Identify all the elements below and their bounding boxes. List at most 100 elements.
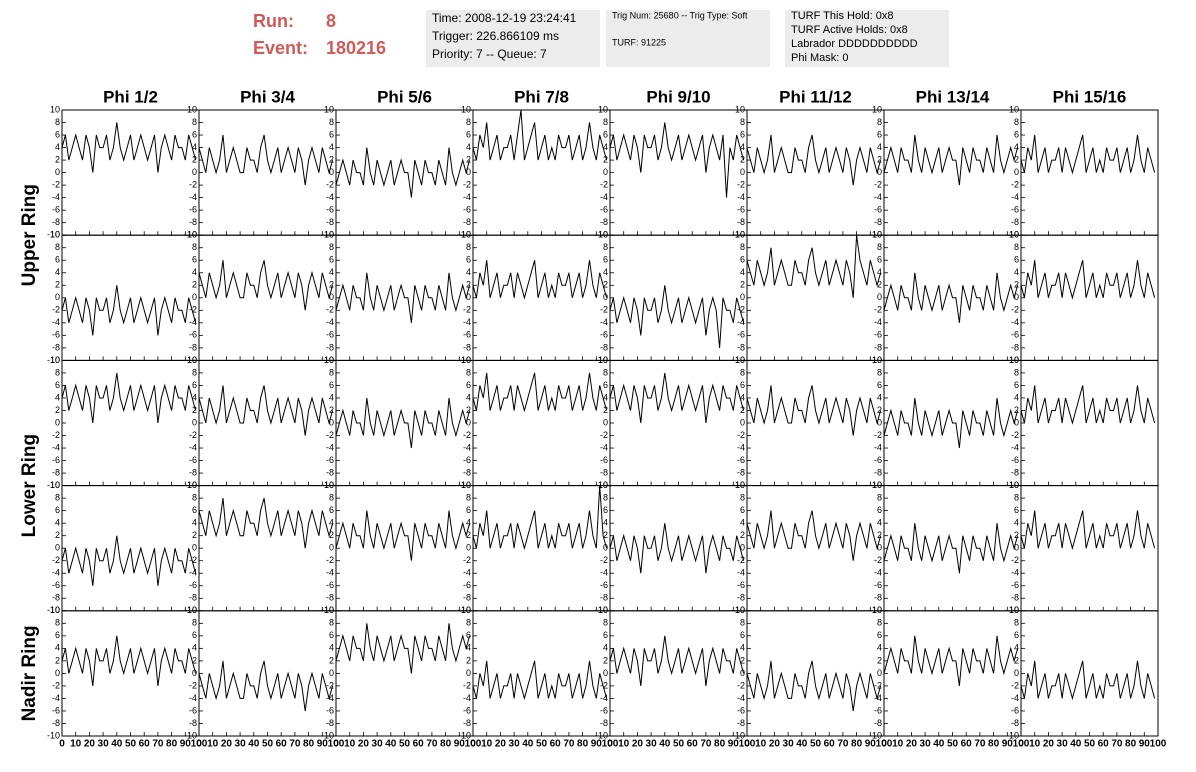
y-tick-label: -8 — [326, 342, 334, 352]
y-tick-label: -2 — [52, 179, 60, 189]
y-tick-label: -2 — [463, 555, 471, 565]
y-tick-label: -6 — [189, 705, 197, 715]
y-tick-label: -4 — [52, 317, 60, 327]
column-title: Phi 5/6 — [377, 87, 432, 106]
waveform — [472, 372, 608, 413]
y-tick-label: 4 — [603, 267, 608, 277]
y-tick-label: 10 — [50, 605, 60, 615]
y-tick-label: 0 — [740, 292, 745, 302]
y-tick-label: 4 — [466, 267, 471, 277]
y-tick-label: -4 — [52, 693, 60, 703]
y-tick-label: -10 — [732, 355, 745, 365]
y-tick-label: 6 — [466, 255, 471, 265]
x-tick-label: 60 — [687, 739, 699, 750]
y-tick-label: 0 — [466, 417, 471, 427]
y-tick-label: 6 — [877, 255, 882, 265]
y-tick-label: 8 — [877, 492, 882, 502]
y-tick-label: -6 — [874, 705, 882, 715]
y-tick-label: 4 — [466, 643, 471, 653]
y-tick-label: 10 — [735, 480, 745, 490]
y-tick-label: -6 — [52, 705, 60, 715]
y-tick-label: 8 — [329, 117, 334, 127]
y-tick-label: 2 — [740, 280, 745, 290]
y-tick-label: 6 — [603, 630, 608, 640]
y-tick-label: 4 — [192, 142, 197, 152]
y-tick-label: 6 — [329, 630, 334, 640]
y-tick-label: 8 — [55, 117, 60, 127]
y-tick-label: 10 — [461, 104, 471, 114]
y-tick-label: -8 — [600, 593, 608, 603]
y-tick-label: 10 — [1009, 104, 1019, 114]
info-line: TURF This Hold: 0x8 — [791, 10, 894, 22]
y-tick-label: -2 — [52, 555, 60, 565]
y-tick-label: -10 — [321, 730, 334, 740]
y-tick-label: -6 — [189, 205, 197, 215]
y-tick-label: -6 — [189, 580, 197, 590]
y-tick-label: 0 — [55, 417, 60, 427]
y-tick-label: 10 — [872, 480, 882, 490]
y-tick-label: 6 — [329, 129, 334, 139]
waveform — [609, 372, 745, 424]
x-tick-label: 50 — [673, 739, 685, 750]
y-tick-label: -6 — [52, 580, 60, 590]
y-tick-label: -4 — [326, 192, 334, 202]
y-tick-label: -2 — [463, 305, 471, 315]
y-tick-label: -10 — [321, 230, 334, 240]
y-tick-label: -4 — [326, 568, 334, 578]
y-tick-label: 8 — [329, 618, 334, 628]
y-tick-label: -10 — [1006, 730, 1019, 740]
y-tick-label: -2 — [52, 305, 60, 315]
y-tick-label: 6 — [1014, 380, 1019, 390]
panel-frame — [335, 610, 474, 737]
y-tick-label: -6 — [463, 330, 471, 340]
y-tick-label: -2 — [326, 430, 334, 440]
y-tick-label: -8 — [189, 342, 197, 352]
y-tick-label: -4 — [52, 568, 60, 578]
y-tick-label: 2 — [466, 655, 471, 665]
y-tick-label: -10 — [732, 230, 745, 240]
y-tick-label: 8 — [466, 492, 471, 502]
info-line: Priority: 7 -- Queue: 7 — [432, 47, 547, 61]
x-tick-label: 30 — [235, 739, 247, 750]
waveform — [61, 635, 197, 686]
y-tick-label: -2 — [463, 680, 471, 690]
y-tick-label: -4 — [737, 442, 745, 452]
column-title: Phi 3/4 — [240, 87, 295, 106]
y-tick-label: 2 — [740, 655, 745, 665]
x-tick-label: 50 — [1084, 739, 1096, 750]
y-tick-label: 10 — [1009, 355, 1019, 365]
y-tick-label: -4 — [189, 192, 197, 202]
y-tick-label: -10 — [1006, 230, 1019, 240]
x-tick-label: 40 — [522, 739, 534, 750]
y-tick-label: 0 — [1014, 417, 1019, 427]
y-tick-label: -6 — [737, 580, 745, 590]
run-label: Run: — [253, 11, 294, 31]
y-tick-label: -6 — [326, 580, 334, 590]
y-tick-label: 0 — [192, 543, 197, 553]
y-tick-label: 10 — [1009, 230, 1019, 240]
y-tick-label: -10 — [595, 605, 608, 615]
waveform — [1020, 385, 1156, 425]
y-tick-label: 10 — [598, 480, 608, 490]
y-tick-label: 6 — [55, 505, 60, 515]
y-tick-label: -2 — [874, 680, 882, 690]
y-tick-label: 2 — [1014, 154, 1019, 164]
x-tick-label: 80 — [303, 739, 315, 750]
y-tick-label: -10 — [458, 730, 471, 740]
event-number: 180216 — [326, 38, 386, 58]
x-tick-label: 70 — [152, 739, 164, 750]
waveform — [883, 134, 1019, 186]
y-tick-label: -8 — [874, 718, 882, 728]
y-tick-label: -2 — [463, 430, 471, 440]
y-tick-label: 8 — [1014, 117, 1019, 127]
y-tick-label: 10 — [598, 355, 608, 365]
y-tick-label: 4 — [740, 142, 745, 152]
y-tick-label: -2 — [737, 305, 745, 315]
y-tick-label: 4 — [1014, 142, 1019, 152]
waveform — [335, 397, 471, 449]
waveform — [1020, 510, 1156, 551]
waveform — [609, 122, 745, 198]
y-tick-label: -8 — [463, 593, 471, 603]
y-tick-label: -2 — [326, 680, 334, 690]
y-tick-label: 0 — [55, 543, 60, 553]
